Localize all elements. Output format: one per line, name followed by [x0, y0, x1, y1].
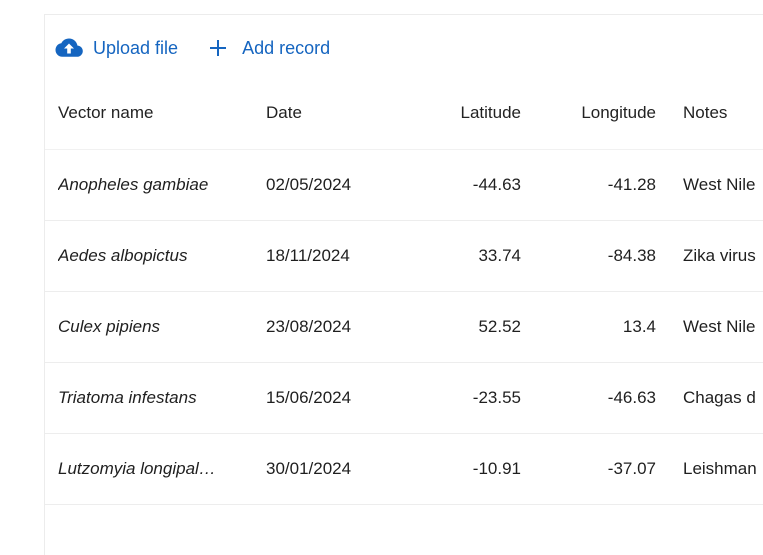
vector-name-text: Lutzomyia longipal…	[58, 459, 216, 478]
data-panel: Upload file Add record Vector name Date …	[44, 14, 763, 555]
cell-latitude: 52.52	[478, 317, 521, 336]
column-header-longitude[interactable]: Longitude	[581, 103, 656, 122]
column-header-date[interactable]: Date	[266, 103, 302, 122]
column-header-notes[interactable]: Notes	[683, 103, 728, 122]
records-table: Vector name Date Latitude Longitude Note…	[45, 77, 763, 505]
upload-file-label: Upload file	[93, 37, 179, 58]
vector-name-text: Culex pipiens	[58, 317, 161, 336]
cell-notes: Zika virus	[683, 246, 756, 265]
cell-date: 18/11/2024	[266, 246, 350, 265]
column-header-vector-name[interactable]: Vector name	[58, 103, 154, 122]
cell-notes: Leishman	[683, 459, 757, 478]
vector-name-text: Aedes albopictus	[58, 246, 188, 265]
vector-name-text: Anopheles gambiae	[58, 175, 209, 194]
cell-vector-name: Triatoma infestans	[58, 363, 238, 433]
cell-date: 15/06/2024	[266, 388, 352, 407]
table-row[interactable]: Culex pipiens 23/08/2024 52.52 13.4 West…	[45, 292, 763, 363]
add-record-label: Add record	[242, 37, 331, 58]
cell-longitude: -46.63	[607, 388, 656, 407]
table-row[interactable]: Anopheles gambiae 02/05/2024 -44.63 -41.…	[45, 150, 763, 221]
cloud-upload-icon	[55, 37, 83, 59]
table-row[interactable]: Triatoma infestans 15/06/2024 -23.55 -46…	[45, 363, 763, 434]
add-record-button[interactable]: Add record	[208, 38, 330, 59]
cell-latitude: -44.63	[472, 175, 521, 194]
cell-latitude: -10.91	[472, 459, 521, 478]
cell-longitude: -37.07	[607, 459, 656, 478]
table-row[interactable]: Lutzomyia longipal… 30/01/2024 -10.91 -3…	[45, 434, 763, 505]
cell-longitude: -41.28	[607, 175, 656, 194]
cell-vector-name: Aedes albopictus	[58, 221, 238, 291]
upload-file-button[interactable]: Upload file	[55, 37, 178, 59]
cell-notes: Chagas d	[683, 388, 756, 407]
toolbar: Upload file Add record	[55, 33, 330, 63]
cell-vector-name: Lutzomyia longipal…	[58, 434, 238, 504]
cell-longitude: -84.38	[607, 246, 656, 265]
vector-name-text: Triatoma infestans	[58, 388, 197, 407]
plus-icon	[208, 38, 228, 58]
table-row[interactable]: Aedes albopictus 18/11/2024 33.74 -84.38…	[45, 221, 763, 292]
column-header-latitude[interactable]: Latitude	[460, 103, 522, 122]
cell-vector-name: Anopheles gambiae	[58, 150, 238, 220]
cell-latitude: 33.74	[478, 246, 521, 265]
cell-longitude: 13.4	[622, 317, 656, 336]
cell-date: 23/08/2024	[266, 317, 352, 336]
cell-latitude: -23.55	[472, 388, 521, 407]
cell-date: 30/01/2024	[266, 459, 352, 478]
table-header-row: Vector name Date Latitude Longitude Note…	[45, 77, 763, 150]
cell-vector-name: Culex pipiens	[58, 292, 238, 362]
cell-date: 02/05/2024	[266, 175, 352, 194]
cell-notes: West Nile	[683, 317, 756, 336]
cell-notes: West Nile	[683, 175, 756, 194]
